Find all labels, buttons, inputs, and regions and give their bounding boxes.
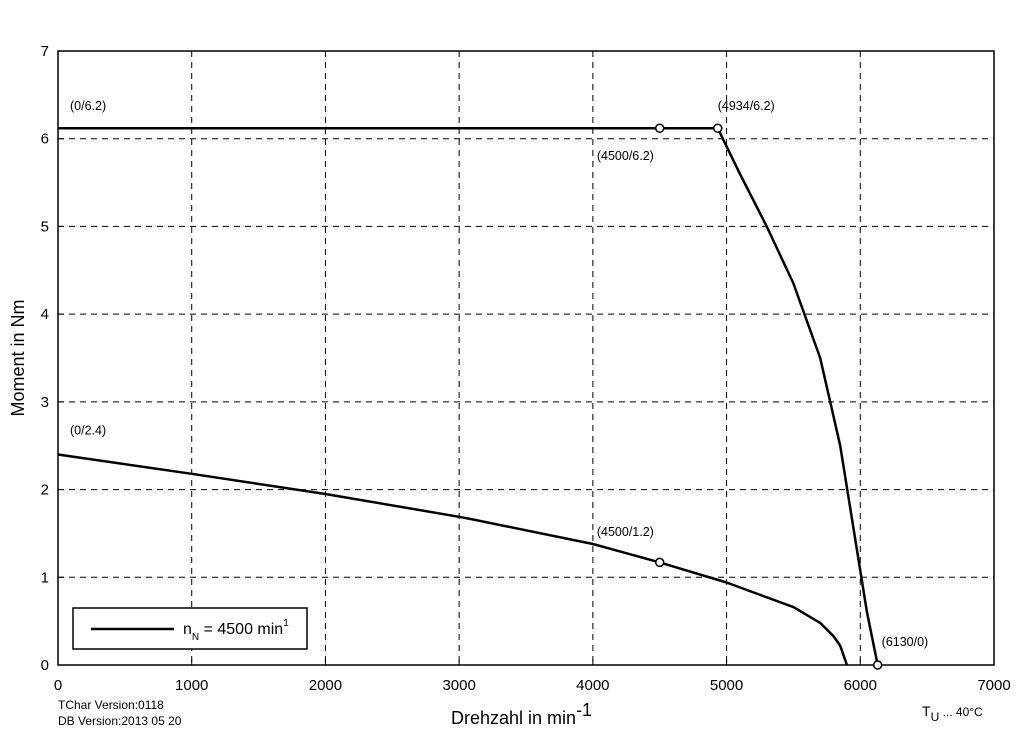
point-annotation: (6130/0) (882, 635, 929, 649)
point-annotation: (0/2.4) (70, 423, 106, 437)
marker-group (654, 123, 883, 670)
point-annotation: (4934/6.2) (718, 99, 775, 113)
y-tick-label: 4 (41, 306, 49, 323)
x-tick-label: 3000 (442, 677, 475, 694)
legend-box (72, 607, 308, 650)
plot-frame (57, 50, 995, 666)
data-point-marker (712, 123, 723, 133)
y-tick-label: 6 (41, 131, 49, 148)
annotation-group: (0/6.2) (4934/6.2) (4500/6.2) (0/2.4) (4500/… (70, 99, 928, 649)
legend: nN = 4500 min1 (72, 607, 308, 650)
tchar-version: TChar Version:0118 (58, 698, 164, 712)
x-tick-label: 6000 (844, 677, 877, 694)
y-axis: 0 1 2 3 4 5 6 7 (41, 43, 64, 674)
x-tick-label: 0 (54, 677, 62, 694)
point-annotation: (4500/1.2) (597, 525, 654, 539)
y-tick-label: 3 (41, 394, 49, 411)
x-tick-label: 7000 (977, 677, 1010, 694)
x-tick-label: 5000 (710, 677, 743, 694)
x-axis: 0 1000 2000 3000 4000 5000 6000 7000 (54, 659, 1011, 694)
series-line-1 (58, 126, 879, 666)
x-tick-label: 4000 (576, 677, 609, 694)
x-tick-label: 1000 (175, 677, 208, 694)
x-tick-label: 2000 (309, 677, 342, 694)
y-tick-label: 1 (41, 569, 49, 586)
x-axis-title: Drehzahl in min-1 (451, 700, 592, 728)
point-annotation: (4500/6.2) (597, 149, 654, 163)
point-annotation: (0/6.2) (70, 99, 106, 113)
legend-label: nN = 4500 min1 (183, 618, 289, 643)
y-tick-label: 7 (41, 43, 49, 60)
y-tick-label: 2 (41, 482, 49, 499)
data-point-marker (654, 123, 665, 133)
grid (58, 51, 994, 665)
y-axis-title: Moment in Nm (8, 299, 28, 416)
y-tick-label: 5 (41, 218, 49, 235)
data-point-marker (872, 660, 883, 670)
db-version: DB Version:2013 05 20 (58, 714, 182, 728)
y-tick-label: 0 (41, 657, 49, 674)
ambient-temperature: TU ... 40°C (922, 703, 983, 724)
data-point-marker (654, 557, 665, 568)
